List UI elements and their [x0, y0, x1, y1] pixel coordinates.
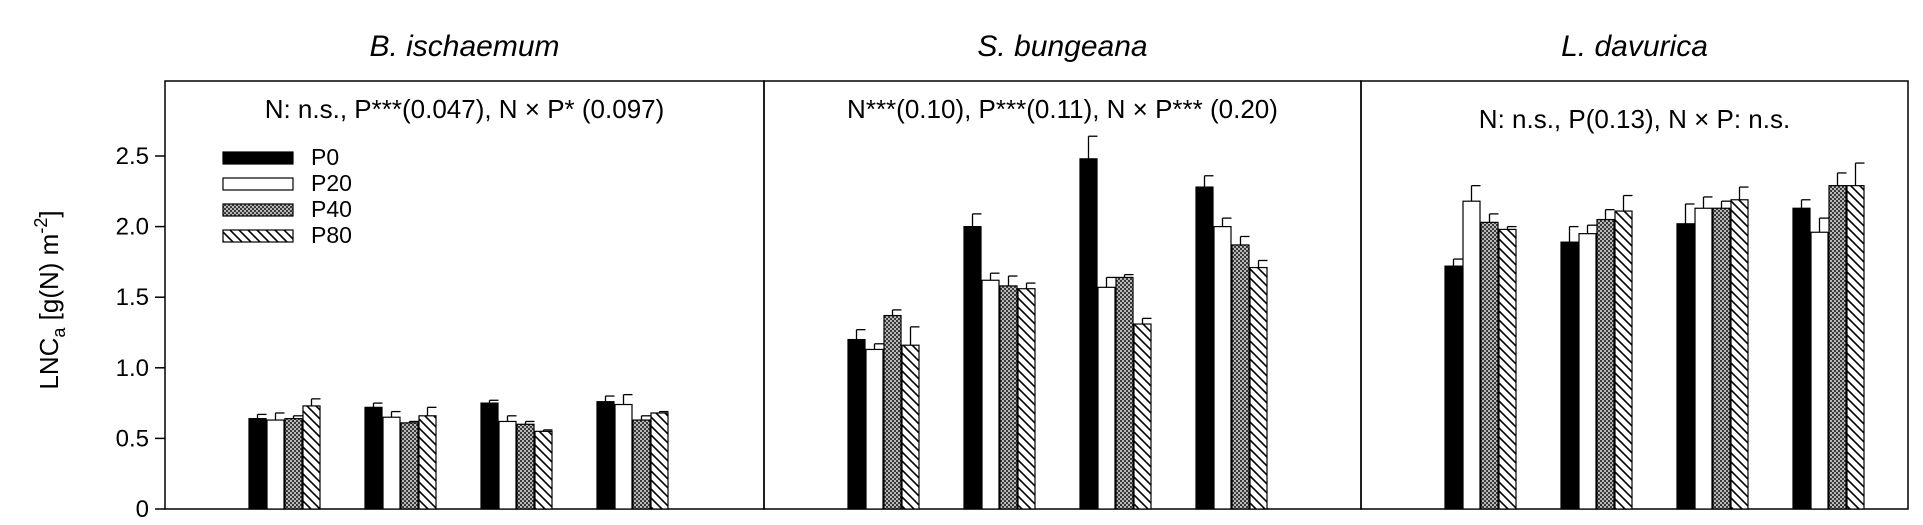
bar [1810, 231, 1829, 510]
bar [284, 418, 303, 510]
bar [1213, 226, 1232, 510]
bar [382, 416, 401, 510]
bar [1828, 185, 1847, 510]
bar [1498, 228, 1517, 510]
panel-1: B. ischaemum N: n.s., P***(0.047), N × P*… [164, 30, 765, 510]
panel-title: L. davurica [1561, 30, 1708, 63]
legend-label: P40 [311, 196, 352, 222]
stat-annotation: N: n.s., P***(0.047), N × P* (0.097) [265, 94, 665, 124]
bar [1560, 241, 1579, 510]
bar [1249, 266, 1268, 510]
bar [534, 430, 553, 510]
bar [302, 405, 321, 510]
panel-title: S. bungeana [977, 30, 1147, 63]
bar [865, 348, 884, 510]
bar [1694, 207, 1713, 510]
bar [1097, 286, 1116, 510]
bar [963, 226, 982, 510]
y-tick-label: 1.0 [116, 355, 149, 382]
bar [981, 279, 1000, 510]
bar [400, 422, 419, 510]
bar [614, 403, 633, 510]
panel-3: L. davurica N: n.s., P(0.13), N × P: n.s. [1360, 30, 1909, 510]
legend-label: P80 [311, 222, 352, 248]
panel-frame [1360, 80, 1909, 510]
legend-swatch [222, 229, 294, 243]
bar [1596, 218, 1615, 510]
y-axis-label: LNCa [g(N) m-2] [31, 210, 69, 389]
bar [1480, 221, 1499, 510]
panel-2: S. bungeana N***(0.10), P***(0.11), N × P… [763, 30, 1362, 510]
bar [418, 415, 437, 510]
bar [901, 344, 920, 510]
bar [883, 314, 902, 510]
bar [632, 419, 651, 510]
bar [1115, 276, 1134, 510]
bar [516, 423, 535, 510]
bar [1133, 323, 1152, 510]
bar [1079, 158, 1098, 510]
y-tick-label: 0.5 [116, 425, 149, 452]
bar [1231, 244, 1250, 510]
legend-swatch [222, 151, 294, 165]
stat-annotation: N***(0.10), P***(0.11), N × P*** (0.20) [847, 94, 1278, 124]
legend-label: P20 [311, 170, 352, 196]
bar [1444, 265, 1463, 510]
stat-annotation: N: n.s., P(0.13), N × P: n.s. [1479, 104, 1790, 134]
bar [650, 412, 669, 510]
y-tick-label: 1.5 [116, 284, 149, 311]
legend-swatch [222, 203, 294, 217]
y-tick-label: 2.5 [116, 143, 149, 170]
bar [1730, 199, 1749, 510]
y-tick-label: 0 [136, 496, 149, 520]
bar [1578, 233, 1597, 510]
bar [999, 285, 1018, 510]
legend-swatch [222, 177, 294, 191]
panel-title: B. ischaemum [369, 30, 559, 63]
y-tick-label: 2.0 [116, 214, 149, 241]
bar [1676, 223, 1695, 510]
bar [248, 418, 267, 510]
bar [1846, 185, 1865, 510]
bar [266, 419, 285, 510]
bar [1792, 207, 1811, 510]
bar [1017, 288, 1036, 510]
bar [847, 338, 866, 510]
bar [1462, 200, 1481, 510]
bar [1712, 207, 1731, 510]
bar [480, 402, 499, 510]
bar [1614, 210, 1633, 510]
bar [1195, 186, 1214, 510]
bar [596, 401, 615, 510]
bar [364, 406, 383, 510]
bar [498, 420, 517, 510]
legend-label: P0 [311, 144, 339, 170]
